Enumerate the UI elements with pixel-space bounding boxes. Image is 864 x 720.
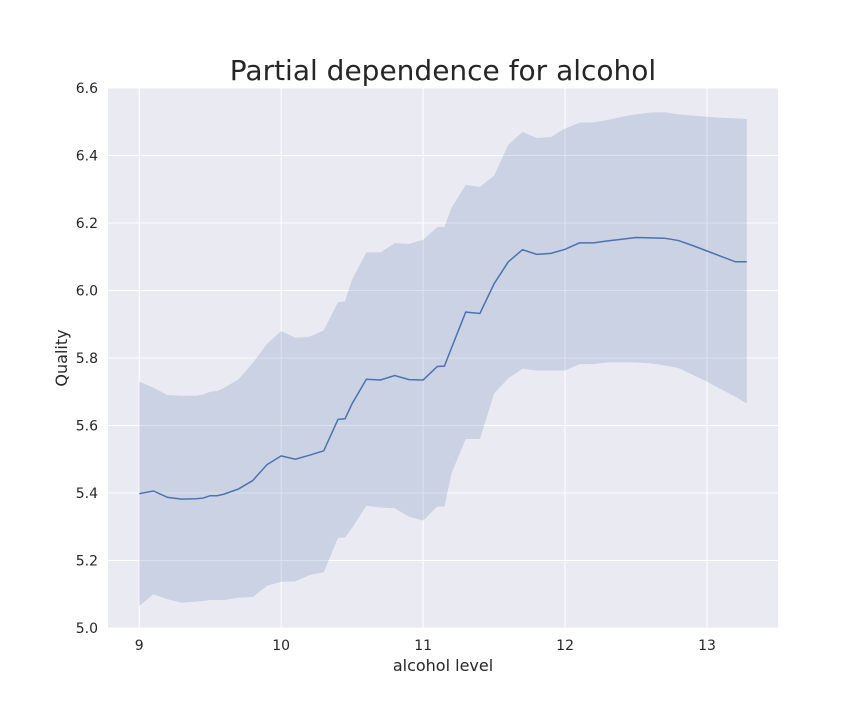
y-axis-label: Quality [52, 329, 71, 386]
y-tick-label: 5.6 [76, 419, 98, 435]
y-tick-label: 5.4 [76, 486, 98, 502]
chart-title: Partial dependence for alcohol [230, 54, 656, 87]
x-tick-label: 11 [414, 638, 432, 654]
y-tick-label: 5.0 [76, 621, 98, 637]
confidence-band [139, 112, 747, 607]
y-tick-label: 6.6 [76, 81, 98, 97]
y-tick-label: 5.8 [76, 351, 98, 367]
x-tick-label: 13 [698, 638, 716, 654]
x-tick-labels: 9 10 11 12 13 [135, 638, 716, 654]
grid-lines [108, 87, 778, 629]
x-tick-label: 12 [556, 638, 574, 654]
x-tick-label: 9 [135, 638, 144, 654]
y-tick-label: 6.4 [76, 149, 98, 165]
y-tick-label: 6.0 [76, 284, 98, 300]
y-tick-label: 6.2 [76, 216, 98, 232]
y-tick-label: 5.2 [76, 554, 98, 570]
y-tick-labels: 5.0 5.2 5.4 5.6 5.8 6.0 6.2 6.4 6.6 [76, 81, 98, 637]
x-axis-label: alcohol level [393, 656, 493, 675]
series-line [139, 236, 747, 500]
x-tick-label: 10 [272, 638, 290, 654]
